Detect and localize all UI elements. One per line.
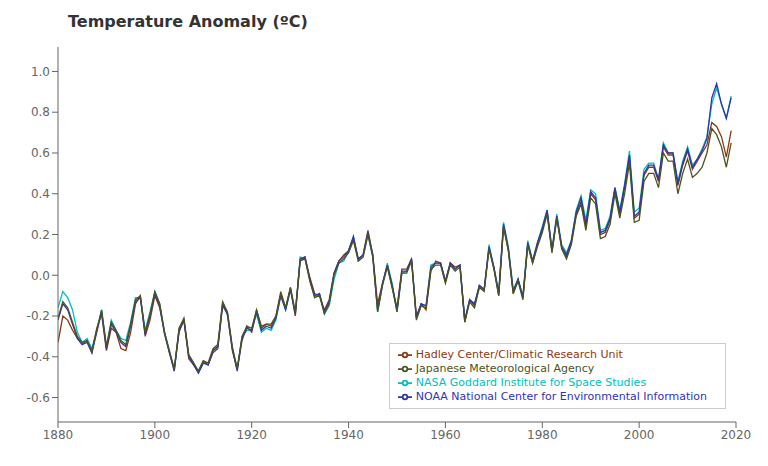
svg-text:1880: 1880 — [43, 428, 74, 442]
html-text:Temperature Anomaly (ºC): Temperature Anomaly (ºC) — [68, 12, 308, 31]
svg-text:2000: 2000 — [624, 428, 655, 442]
svg-text:-0.6: -0.6 — [27, 391, 50, 405]
svg-text:-0.4: -0.4 — [27, 350, 50, 364]
svg-text:0.6: 0.6 — [31, 146, 50, 160]
svg-text:1940: 1940 — [333, 428, 364, 442]
svg-text:1900: 1900 — [140, 428, 171, 442]
svg-text:1920: 1920 — [236, 428, 267, 442]
svg-text:0.0: 0.0 — [31, 269, 50, 283]
svg-text:1960: 1960 — [430, 428, 461, 442]
svg-text:0.8: 0.8 — [31, 105, 50, 119]
svg-text:1980: 1980 — [527, 428, 558, 442]
html-text:Hadley Center/Climatic Researc: Hadley Center/Climatic Research Unit — [415, 348, 623, 361]
svg-text:0.2: 0.2 — [31, 228, 50, 242]
svg-text:0.4: 0.4 — [31, 187, 50, 201]
svg-text:1.0: 1.0 — [31, 65, 50, 79]
html-text:Japanese Meteorological Agency: Japanese Meteorological Agency — [415, 362, 595, 375]
html-text:NASA Goddard Institute for Spa: NASA Goddard Institute for Space Studies — [415, 376, 647, 389]
html-text:NOAA National Center for Envir: NOAA National Center for Environmental I… — [415, 390, 707, 403]
svg-text:2020: 2020 — [721, 428, 752, 442]
svg-text:-0.2: -0.2 — [27, 309, 50, 323]
